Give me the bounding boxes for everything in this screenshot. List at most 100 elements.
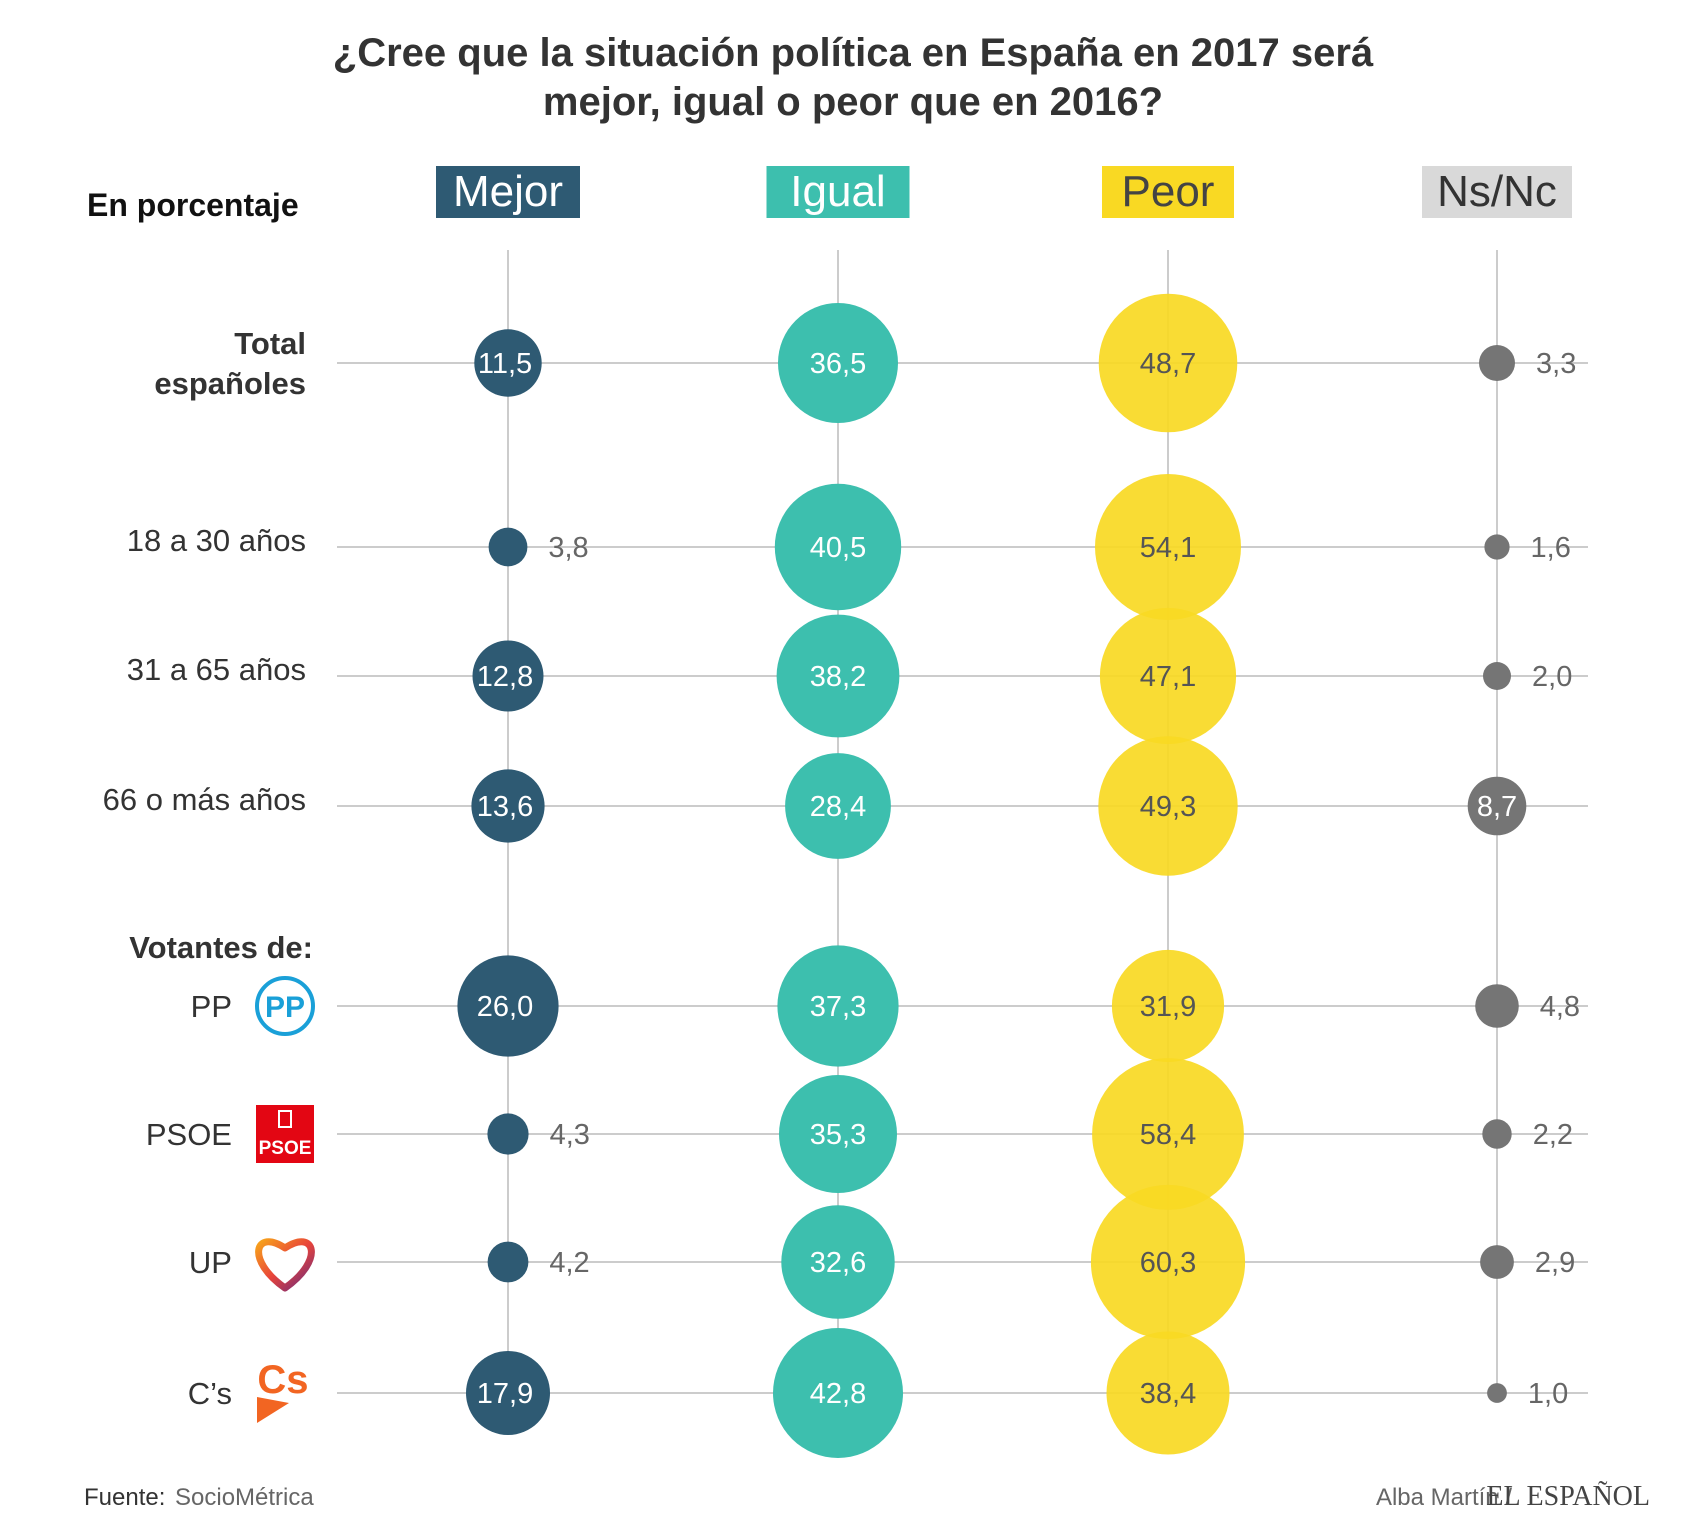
data-label: 58,4 bbox=[1140, 1119, 1196, 1151]
bubble-nsnc bbox=[1479, 345, 1515, 381]
data-label: 4,2 bbox=[549, 1247, 589, 1279]
bubble-nsnc bbox=[1480, 1245, 1514, 1279]
column-header-bg bbox=[1102, 166, 1234, 218]
data-label: 38,4 bbox=[1140, 1378, 1196, 1410]
data-label: 13,6 bbox=[477, 791, 533, 823]
data-label: 36,5 bbox=[810, 348, 866, 380]
bubble-nsnc bbox=[1487, 1383, 1507, 1403]
row-label: 31 a 65 años bbox=[127, 652, 306, 687]
row-labels: Votantes de: Total españoles 18 a 30 años 31… bbox=[103, 326, 315, 1423]
psoe-logo-text: PSOE bbox=[259, 1138, 312, 1159]
pp-logo-ring bbox=[255, 976, 315, 1036]
bubble-peor bbox=[1098, 293, 1238, 433]
data-label: 31,9 bbox=[1140, 991, 1196, 1023]
title-line-1: ¿Cree que la situación política en Españ… bbox=[333, 31, 1374, 75]
bubble-nsnc bbox=[1484, 534, 1510, 560]
column-header-bg bbox=[766, 166, 910, 218]
data-label: 48,7 bbox=[1140, 348, 1196, 380]
data-label: 26,0 bbox=[477, 991, 533, 1023]
author-credit: Alba Martín / bbox=[1376, 1484, 1512, 1511]
column-header-peor: Peor bbox=[1122, 167, 1215, 216]
bubble-igual bbox=[774, 483, 902, 611]
data-label: 49,3 bbox=[1140, 791, 1196, 823]
bubble-igual bbox=[776, 614, 900, 738]
row-label-line: españoles bbox=[154, 366, 306, 401]
chart-footer: Fuente: SocioMétrica Alba Martín /EL ESPAÑ… bbox=[84, 1481, 1650, 1512]
data-label: 28,4 bbox=[810, 791, 866, 823]
row-label: C’s bbox=[188, 1376, 232, 1411]
unit-label: En porcentaje bbox=[87, 187, 299, 223]
bubble-igual bbox=[785, 753, 891, 859]
pp-logo-icon: PP bbox=[255, 976, 315, 1036]
bubble-peor bbox=[1098, 736, 1238, 876]
bubble-peor bbox=[1106, 1331, 1230, 1455]
bubble-mejor bbox=[487, 1113, 529, 1155]
source-label: Fuente: bbox=[84, 1484, 165, 1511]
bubble-peor bbox=[1092, 1058, 1244, 1210]
data-label: 17,9 bbox=[477, 1378, 533, 1410]
up-heart-shape bbox=[255, 1238, 315, 1292]
bubble-igual bbox=[781, 1205, 895, 1319]
data-label: 1,6 bbox=[1531, 532, 1571, 564]
column-header-mejor: Mejor bbox=[453, 167, 563, 216]
psoe-logo-bg bbox=[256, 1105, 314, 1163]
cs-logo-text: Cs bbox=[257, 1358, 308, 1402]
bubble-peor bbox=[1111, 949, 1225, 1063]
data-label: 54,1 bbox=[1140, 532, 1196, 564]
bubble-igual bbox=[773, 1328, 903, 1458]
column-header-bg bbox=[1422, 166, 1572, 218]
up-heart-logo-icon bbox=[255, 1238, 315, 1292]
data-label: 60,3 bbox=[1140, 1247, 1196, 1279]
row-label: 18 a 30 años bbox=[127, 523, 306, 558]
data-label: 3,3 bbox=[1536, 348, 1576, 380]
bubble-nsnc bbox=[1467, 776, 1527, 836]
data-label: 1,0 bbox=[1528, 1378, 1568, 1410]
data-label: 4,8 bbox=[1540, 991, 1580, 1023]
data-label: 3,8 bbox=[548, 532, 588, 564]
data-label: 11,5 bbox=[478, 348, 532, 380]
bubble-nsnc bbox=[1475, 984, 1519, 1028]
data-label: 2,9 bbox=[1535, 1247, 1575, 1279]
bubble-mejor bbox=[466, 1351, 550, 1435]
data-label: 8,7 bbox=[1477, 791, 1517, 823]
bubble-mejor bbox=[488, 527, 528, 567]
bubble-nsnc bbox=[1483, 662, 1511, 690]
data-label: 40,5 bbox=[810, 532, 866, 564]
bubble-igual bbox=[778, 303, 898, 423]
group-heading: Votantes de: bbox=[129, 930, 313, 965]
data-label: 35,3 bbox=[810, 1119, 866, 1151]
bubble-igual bbox=[777, 945, 899, 1067]
data-label: 12,8 bbox=[477, 661, 533, 693]
data-label: 47,1 bbox=[1140, 661, 1196, 693]
bubble-peor bbox=[1099, 607, 1237, 745]
bubble-peor bbox=[1090, 1184, 1246, 1340]
row-label: PSOE bbox=[146, 1117, 232, 1152]
cs-logo-icon: Cs bbox=[257, 1358, 309, 1423]
data-label: 2,0 bbox=[1532, 661, 1572, 693]
source-value: SocioMétrica bbox=[175, 1484, 314, 1511]
bubble-mejor bbox=[487, 1241, 529, 1283]
bubble-mejor bbox=[474, 329, 542, 397]
row-label: UP bbox=[189, 1245, 232, 1280]
column-header-nsnc: Ns/Nc bbox=[1437, 167, 1557, 216]
bubble-mejor bbox=[471, 769, 545, 843]
bubbles: 11,5 36,5 48,7 3,3 3,8 40,5 54,1 1,6 12,8 38,2 47,… bbox=[457, 293, 1580, 1458]
bubble-igual bbox=[779, 1075, 897, 1193]
column-header-bg bbox=[436, 166, 580, 218]
chart-title: ¿Cree que la situación política en Españ… bbox=[333, 31, 1374, 124]
psoe-logo-icon: PSOE bbox=[256, 1105, 314, 1163]
data-label: 32,6 bbox=[810, 1247, 866, 1279]
data-label: 37,3 bbox=[810, 991, 866, 1023]
bubble-mejor bbox=[472, 640, 544, 712]
data-label: 2,2 bbox=[1533, 1119, 1573, 1151]
cs-logo-arrow bbox=[257, 1397, 289, 1423]
row-label-line: Total bbox=[234, 326, 306, 361]
bubble-mejor bbox=[457, 955, 559, 1057]
data-label: 4,3 bbox=[550, 1119, 590, 1151]
bubble-peor bbox=[1095, 474, 1241, 620]
data-label: 38,2 bbox=[810, 661, 866, 693]
row-label: PP bbox=[191, 989, 232, 1024]
column-headers: En porcentaje Mejor Igual Peor Ns/Nc bbox=[87, 166, 1572, 223]
row-label: 66 o más años bbox=[103, 782, 306, 817]
